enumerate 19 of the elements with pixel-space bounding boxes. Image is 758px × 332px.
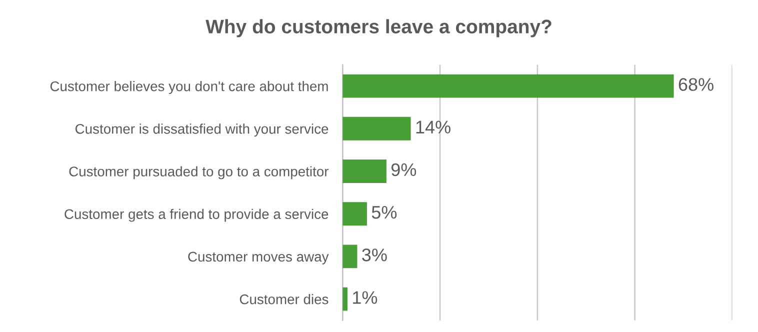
bar	[342, 287, 348, 311]
bar	[342, 116, 411, 140]
data-label: 68%	[678, 78, 714, 91]
chart-title: Why do customers leave a company?	[206, 19, 552, 38]
y-tick-label: Customer pursuaded to go to a competitor	[69, 166, 329, 180]
bar	[342, 244, 358, 268]
bar	[342, 74, 674, 98]
data-label: 1%	[353, 291, 378, 304]
bar	[342, 202, 367, 226]
data-label: 9%	[391, 163, 416, 176]
data-label: 14%	[416, 120, 450, 134]
y-tick-label: Customer dies	[240, 294, 328, 304]
y-tick-label: Customer is dissatisfied with your service	[76, 124, 328, 137]
data-label: 5%	[372, 206, 397, 219]
bar	[342, 160, 386, 183]
data-label: 3%	[362, 248, 387, 262]
y-tick-label: Customer gets a friend to provide a service	[64, 208, 328, 222]
y-tick-label: Customer moves away	[188, 252, 329, 264]
y-tick-label: Customer believes you don't care about them	[50, 81, 328, 94]
